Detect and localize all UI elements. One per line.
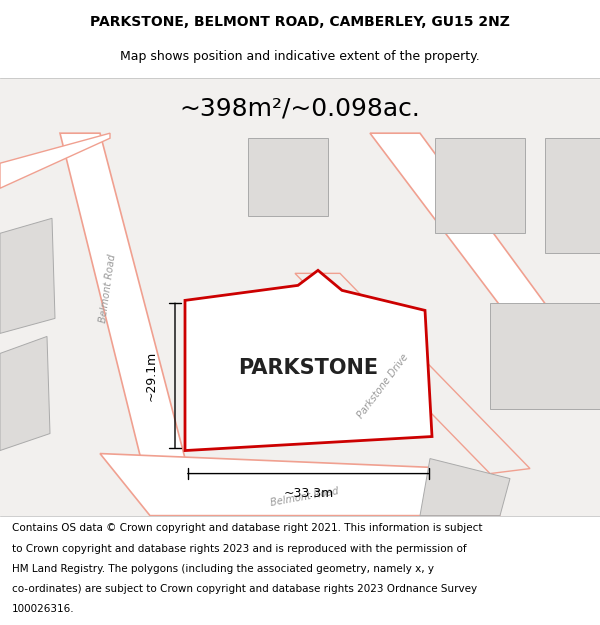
Polygon shape: [490, 303, 600, 409]
Polygon shape: [545, 138, 600, 253]
Polygon shape: [0, 133, 110, 188]
Polygon shape: [60, 133, 200, 516]
Text: Map shows position and indicative extent of the property.: Map shows position and indicative extent…: [120, 50, 480, 62]
Polygon shape: [420, 459, 510, 516]
Text: 100026316.: 100026316.: [12, 604, 74, 614]
Polygon shape: [248, 138, 328, 216]
Polygon shape: [435, 138, 525, 233]
Polygon shape: [0, 218, 55, 333]
Polygon shape: [100, 454, 500, 516]
Text: PARKSTONE: PARKSTONE: [238, 359, 378, 379]
Text: Contains OS data © Crown copyright and database right 2021. This information is : Contains OS data © Crown copyright and d…: [12, 523, 482, 533]
Text: Parkstone Drive: Parkstone Drive: [356, 352, 410, 421]
Polygon shape: [185, 271, 432, 451]
Polygon shape: [295, 273, 530, 474]
Text: ~33.3m: ~33.3m: [283, 487, 334, 500]
Text: PARKSTONE, BELMONT ROAD, CAMBERLEY, GU15 2NZ: PARKSTONE, BELMONT ROAD, CAMBERLEY, GU15…: [90, 15, 510, 29]
Text: ~29.1m: ~29.1m: [145, 351, 158, 401]
Text: to Crown copyright and database rights 2023 and is reproduced with the permissio: to Crown copyright and database rights 2…: [12, 544, 467, 554]
Text: ~398m²/~0.098ac.: ~398m²/~0.098ac.: [179, 97, 421, 121]
Polygon shape: [370, 133, 600, 379]
Text: HM Land Registry. The polygons (including the associated geometry, namely x, y: HM Land Registry. The polygons (includin…: [12, 564, 434, 574]
Polygon shape: [0, 336, 50, 451]
Text: co-ordinates) are subject to Crown copyright and database rights 2023 Ordnance S: co-ordinates) are subject to Crown copyr…: [12, 584, 477, 594]
Text: Belmont Road: Belmont Road: [98, 254, 118, 323]
Text: Belmont Road: Belmont Road: [270, 486, 340, 508]
